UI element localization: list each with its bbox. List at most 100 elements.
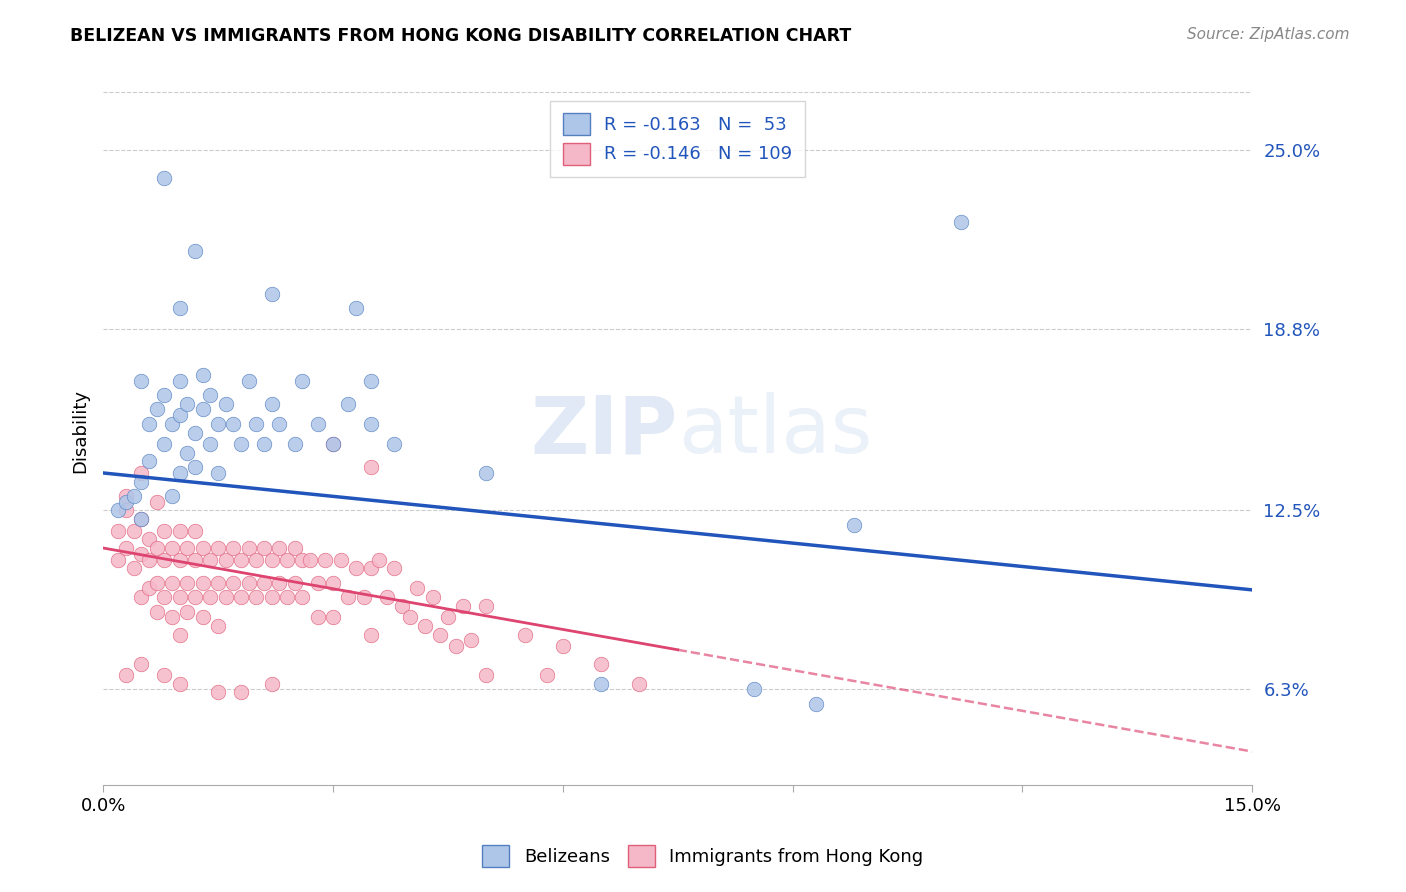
Point bbox=[176, 575, 198, 590]
Point bbox=[229, 437, 252, 451]
Point bbox=[322, 610, 344, 624]
Point bbox=[260, 552, 283, 566]
Point bbox=[360, 627, 382, 641]
Point bbox=[382, 437, 405, 451]
Point bbox=[437, 610, 460, 624]
Point bbox=[131, 475, 153, 489]
Point bbox=[184, 524, 207, 538]
Point bbox=[391, 599, 413, 613]
Point bbox=[269, 541, 291, 555]
Point bbox=[406, 582, 429, 596]
Point bbox=[245, 552, 267, 566]
Point bbox=[422, 590, 444, 604]
Point bbox=[245, 590, 267, 604]
Legend: R = -0.163   N =  53, R = -0.146   N = 109: R = -0.163 N = 53, R = -0.146 N = 109 bbox=[550, 101, 806, 178]
Point bbox=[115, 495, 138, 509]
Point bbox=[215, 397, 238, 411]
Point bbox=[176, 541, 198, 555]
Point bbox=[360, 374, 382, 388]
Point bbox=[337, 397, 360, 411]
Point bbox=[131, 512, 153, 526]
Point bbox=[160, 489, 183, 503]
Point bbox=[276, 552, 298, 566]
Point bbox=[131, 657, 153, 671]
Point bbox=[353, 590, 375, 604]
Y-axis label: Disability: Disability bbox=[72, 389, 89, 473]
Point bbox=[138, 454, 160, 468]
Point bbox=[169, 627, 191, 641]
Point bbox=[337, 590, 360, 604]
Point bbox=[322, 437, 344, 451]
Point bbox=[276, 590, 298, 604]
Point bbox=[122, 524, 145, 538]
Point bbox=[222, 417, 245, 431]
Point bbox=[451, 599, 474, 613]
Point bbox=[413, 619, 436, 633]
Point bbox=[284, 541, 307, 555]
Point bbox=[229, 590, 252, 604]
Point bbox=[229, 552, 252, 566]
Point bbox=[344, 301, 367, 316]
Point bbox=[115, 489, 138, 503]
Point bbox=[307, 575, 329, 590]
Point bbox=[184, 244, 207, 258]
Point bbox=[131, 374, 153, 388]
Point bbox=[513, 627, 536, 641]
Point bbox=[153, 437, 176, 451]
Point bbox=[207, 619, 229, 633]
Point bbox=[184, 590, 207, 604]
Point bbox=[184, 425, 207, 440]
Point bbox=[153, 668, 176, 682]
Point bbox=[145, 541, 167, 555]
Text: atlas: atlas bbox=[678, 392, 872, 470]
Point bbox=[307, 417, 329, 431]
Point bbox=[245, 417, 267, 431]
Point bbox=[291, 590, 314, 604]
Point bbox=[322, 575, 344, 590]
Point bbox=[191, 575, 214, 590]
Point bbox=[138, 582, 160, 596]
Point bbox=[169, 524, 191, 538]
Point bbox=[169, 374, 191, 388]
Point bbox=[191, 368, 214, 382]
Point bbox=[475, 668, 498, 682]
Point bbox=[160, 610, 183, 624]
Point bbox=[291, 552, 314, 566]
Point bbox=[115, 668, 138, 682]
Point bbox=[176, 446, 198, 460]
Point bbox=[191, 541, 214, 555]
Point bbox=[591, 676, 613, 690]
Point bbox=[176, 397, 198, 411]
Point bbox=[284, 575, 307, 590]
Point bbox=[207, 575, 229, 590]
Point bbox=[551, 639, 574, 653]
Point bbox=[145, 402, 167, 417]
Point bbox=[131, 590, 153, 604]
Point bbox=[107, 552, 129, 566]
Point bbox=[238, 541, 260, 555]
Point bbox=[200, 552, 222, 566]
Point bbox=[307, 610, 329, 624]
Point bbox=[153, 524, 176, 538]
Point bbox=[475, 466, 498, 480]
Point bbox=[329, 552, 352, 566]
Point bbox=[368, 552, 391, 566]
Point bbox=[475, 599, 498, 613]
Point bbox=[460, 633, 482, 648]
Point bbox=[115, 541, 138, 555]
Point bbox=[382, 561, 405, 575]
Point bbox=[298, 552, 321, 566]
Text: ZIP: ZIP bbox=[530, 392, 678, 470]
Point bbox=[628, 676, 651, 690]
Point bbox=[169, 552, 191, 566]
Point bbox=[444, 639, 467, 653]
Point bbox=[191, 610, 214, 624]
Point bbox=[215, 552, 238, 566]
Point bbox=[260, 287, 283, 301]
Legend: Belizeans, Immigrants from Hong Kong: Belizeans, Immigrants from Hong Kong bbox=[475, 838, 931, 874]
Point bbox=[145, 605, 167, 619]
Point bbox=[138, 417, 160, 431]
Point bbox=[122, 561, 145, 575]
Point bbox=[138, 552, 160, 566]
Point bbox=[160, 417, 183, 431]
